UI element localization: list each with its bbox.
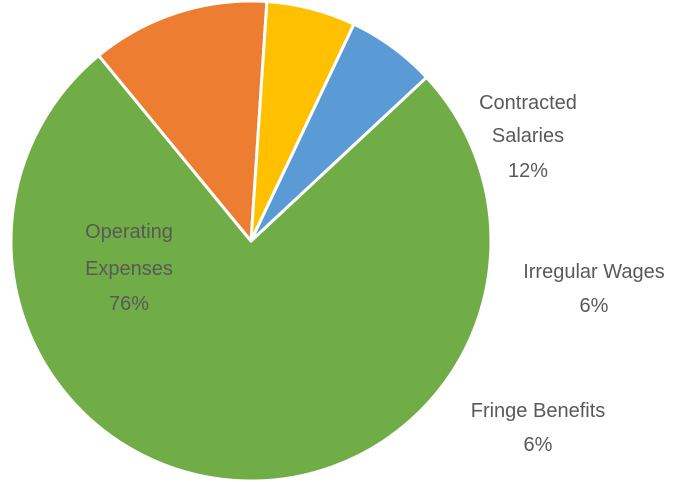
label-contracted-salaries-percent: 12% [508,160,548,182]
label-contracted-salaries: Contracted Salaries 12% [479,92,577,182]
label-contracted-salaries-line2: Salaries [492,125,564,147]
label-operating-expenses: Operating Expenses 76% [85,221,173,315]
label-operating-expenses-line2: Expenses [85,258,173,280]
label-contracted-salaries-line1: Contracted [479,92,577,114]
slice-fringe-benefits [249,22,429,243]
slice-operating-expenses [9,54,493,482]
label-irregular-wages-percent: 6% [580,295,609,317]
slice-contracted-salaries [97,0,269,243]
label-operating-expenses-line1: Operating [85,221,173,243]
label-fringe-benefits-line1: Fringe Benefits [471,400,606,422]
label-fringe-benefits-percent: 6% [524,434,553,456]
label-fringe-benefits: Fringe Benefits 6% [471,400,606,456]
label-irregular-wages-line1: Irregular Wages [523,261,665,283]
pie-slices [9,0,493,482]
label-operating-expenses-percent: 76% [109,293,149,315]
label-irregular-wages: Irregular Wages 6% [523,261,665,317]
